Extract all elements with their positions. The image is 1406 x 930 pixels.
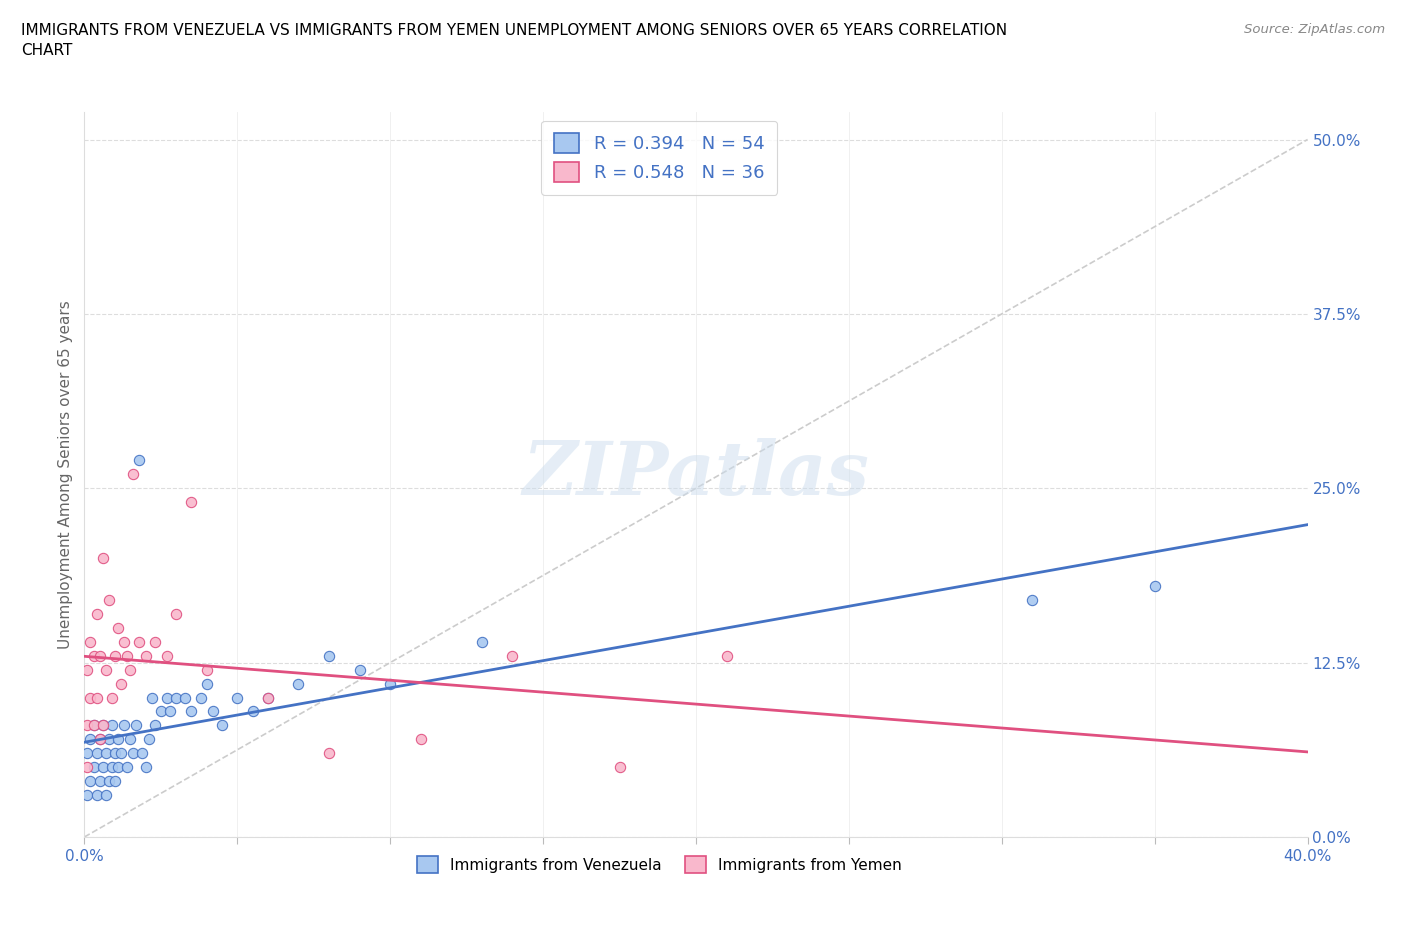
Point <box>76 760 98 775</box>
Point <box>110 746 132 761</box>
Point <box>115 760 138 775</box>
Legend: Immigrants from Venezuela, Immigrants from Yemen: Immigrants from Venezuela, Immigrants fr… <box>406 845 912 883</box>
Point <box>138 732 160 747</box>
Point <box>104 746 127 761</box>
Point <box>83 648 105 663</box>
Point <box>91 718 114 733</box>
Point <box>609 760 631 775</box>
Point <box>165 606 187 621</box>
Point <box>226 690 249 705</box>
Point <box>120 662 142 677</box>
Point <box>79 690 101 705</box>
Point <box>91 718 114 733</box>
Point <box>86 788 108 803</box>
Point <box>94 746 117 761</box>
Point <box>318 648 340 663</box>
Point <box>716 648 738 663</box>
Point <box>86 606 108 621</box>
Point <box>97 592 120 607</box>
Point <box>76 662 98 677</box>
Text: IMMIGRANTS FROM VENEZUELA VS IMMIGRANTS FROM YEMEN UNEMPLOYMENT AMONG SENIORS OV: IMMIGRANTS FROM VENEZUELA VS IMMIGRANTS … <box>21 23 1007 58</box>
Point <box>257 690 280 705</box>
Point <box>143 718 166 733</box>
Point <box>180 495 202 510</box>
Point <box>143 634 166 649</box>
Point <box>76 788 98 803</box>
Point <box>120 732 142 747</box>
Point <box>83 718 105 733</box>
Point <box>91 551 114 565</box>
Point <box>83 718 105 733</box>
Point <box>409 732 432 747</box>
Point <box>159 704 181 719</box>
Y-axis label: Unemployment Among Seniors over 65 years: Unemployment Among Seniors over 65 years <box>58 300 73 649</box>
Point <box>125 718 148 733</box>
Point <box>141 690 163 705</box>
Point <box>135 760 157 775</box>
Point <box>195 676 218 691</box>
Point <box>149 704 172 719</box>
Point <box>107 732 129 747</box>
Point <box>97 774 120 789</box>
Point <box>128 453 150 468</box>
Point <box>1021 592 1043 607</box>
Point <box>86 690 108 705</box>
Point <box>89 774 111 789</box>
Point <box>180 704 202 719</box>
Point <box>174 690 197 705</box>
Point <box>79 774 101 789</box>
Point <box>94 788 117 803</box>
Point <box>318 746 340 761</box>
Text: Source: ZipAtlas.com: Source: ZipAtlas.com <box>1244 23 1385 36</box>
Point <box>471 634 494 649</box>
Point <box>156 690 179 705</box>
Point <box>190 690 212 705</box>
Point <box>97 732 120 747</box>
Point <box>156 648 179 663</box>
Point <box>122 746 145 761</box>
Point <box>201 704 224 719</box>
Point <box>101 690 124 705</box>
Point <box>287 676 309 691</box>
Point <box>89 648 111 663</box>
Point <box>122 467 145 482</box>
Point <box>165 690 187 705</box>
Point <box>1143 578 1166 593</box>
Point <box>211 718 233 733</box>
Point <box>101 718 124 733</box>
Point <box>195 662 218 677</box>
Point <box>380 676 402 691</box>
Point <box>76 746 98 761</box>
Point <box>135 648 157 663</box>
Text: ZIPatlas: ZIPatlas <box>523 438 869 511</box>
Point <box>128 634 150 649</box>
Point <box>107 760 129 775</box>
Point <box>349 662 371 677</box>
Point <box>91 760 114 775</box>
Point <box>107 620 129 635</box>
Point <box>242 704 264 719</box>
Point <box>101 760 124 775</box>
Point <box>104 648 127 663</box>
Point <box>79 732 101 747</box>
Point <box>115 648 138 663</box>
Point <box>112 634 135 649</box>
Point <box>257 690 280 705</box>
Point <box>110 676 132 691</box>
Point <box>89 732 111 747</box>
Point <box>76 718 98 733</box>
Point <box>104 774 127 789</box>
Point <box>83 760 105 775</box>
Point <box>502 648 524 663</box>
Point <box>131 746 153 761</box>
Point <box>89 732 111 747</box>
Point <box>86 746 108 761</box>
Point <box>94 662 117 677</box>
Point <box>112 718 135 733</box>
Point <box>79 634 101 649</box>
